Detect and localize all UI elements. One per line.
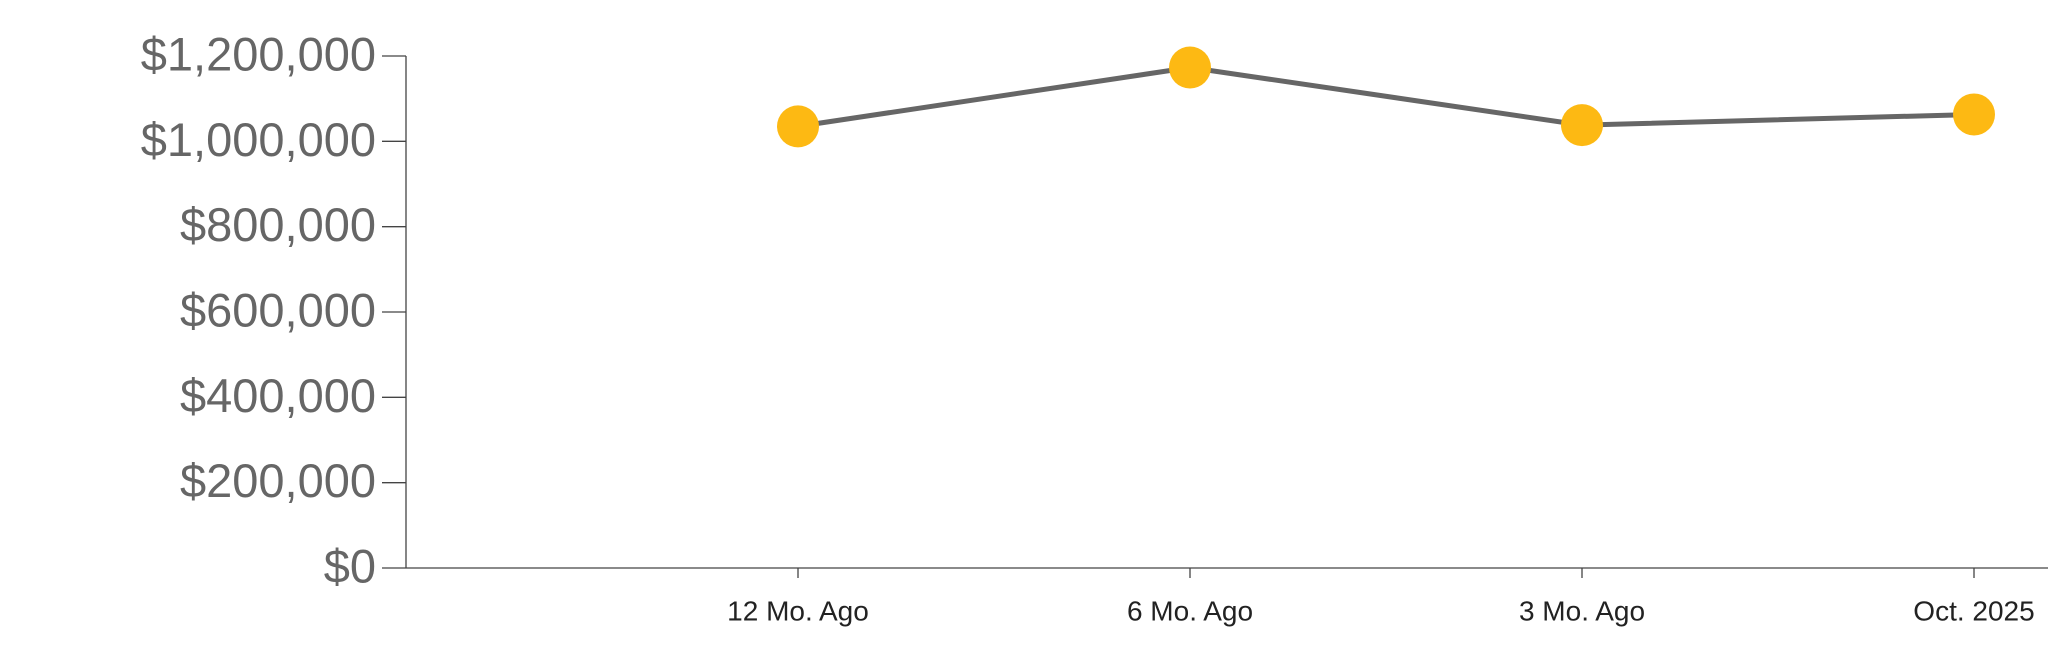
x-tick-label: 6 Mo. Ago	[1127, 595, 1253, 626]
x-tick-label: 3 Mo. Ago	[1519, 595, 1645, 626]
point	[1169, 46, 1211, 89]
y-tick-label: $600,000	[180, 283, 376, 336]
y-tick-label: $1,000,000	[141, 113, 376, 166]
y-tick-label: $200,000	[180, 454, 376, 507]
point	[777, 105, 819, 148]
x-tick-label: Oct. 2025	[1913, 595, 2034, 626]
y-tick-label: $800,000	[180, 198, 376, 251]
y-tick-label: $400,000	[180, 369, 376, 422]
y-tick-label: $1,200,000	[141, 27, 376, 80]
point	[1561, 104, 1603, 147]
y-tick-label: $0	[324, 539, 376, 592]
point	[1953, 93, 1995, 136]
x-tick-label: 12 Mo. Ago	[727, 595, 869, 626]
line	[797, 64, 1975, 129]
